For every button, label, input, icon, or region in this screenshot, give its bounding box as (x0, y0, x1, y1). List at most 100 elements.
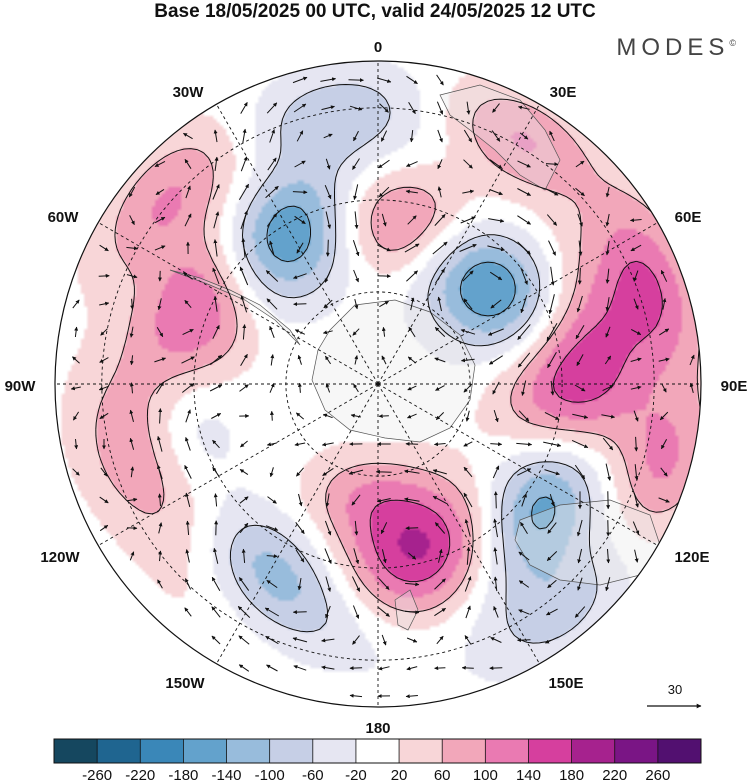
wind-vector (436, 101, 444, 115)
wind-vector (269, 410, 274, 421)
wind-vector (213, 493, 218, 507)
wind-vector (265, 270, 279, 282)
wind-vector (325, 493, 330, 507)
wind-reference-label: 30 (668, 682, 682, 697)
wind-vector (489, 159, 503, 169)
wind-vector (490, 442, 503, 447)
wind-vector (434, 357, 446, 363)
wind-vector (488, 355, 503, 365)
wind-vector (546, 323, 558, 342)
wind-vector (602, 384, 614, 392)
wind-vector (324, 269, 332, 283)
wind-vector (376, 77, 392, 83)
colorbar-swatch (571, 739, 616, 763)
wind-vector (183, 272, 193, 280)
colorbar-swatch (183, 739, 227, 763)
wind-vector (157, 493, 162, 507)
colorbar-swatch (399, 739, 443, 763)
wind-vector (238, 577, 250, 591)
wind-vector (518, 551, 530, 561)
wind-vector (602, 437, 614, 451)
wind-vector (297, 382, 302, 393)
wind-vector (211, 413, 222, 419)
wind-vector (321, 442, 334, 447)
wind-vector (99, 244, 109, 252)
wind-vector (320, 77, 336, 82)
wind-vector (517, 638, 531, 643)
wind-vector (576, 295, 583, 313)
wind-vector (269, 467, 274, 478)
wind-vector (517, 324, 531, 340)
wind-vector (517, 215, 531, 225)
wind-vector (184, 465, 192, 479)
wind-vector (353, 184, 359, 200)
meridian-label-0: 0 (374, 39, 382, 56)
wind-vector (292, 637, 308, 643)
wind-vector (99, 496, 109, 504)
wind-vector (238, 664, 250, 672)
wind-vector (352, 605, 360, 619)
wind-vector (298, 493, 303, 507)
wind-vector (184, 299, 192, 309)
wind-vector (321, 665, 335, 670)
wind-vector (574, 464, 586, 480)
wind-vector (212, 324, 220, 339)
wind-vector (381, 634, 387, 646)
wind-vector (463, 129, 473, 143)
wind-vector (461, 358, 475, 363)
wind-vector (242, 128, 247, 143)
wind-vector (294, 442, 306, 447)
wind-vector (516, 468, 532, 476)
colorbar-frame (53, 738, 702, 764)
wind-vector (378, 159, 390, 169)
colorbar-label: 220 (602, 767, 627, 783)
wind-vector (408, 102, 416, 115)
wind-vector (154, 245, 166, 251)
wind-vector (571, 439, 589, 449)
wind-vector (405, 582, 420, 587)
wind-vector (354, 298, 359, 310)
wind-vector (211, 606, 221, 618)
wind-vector (380, 130, 388, 142)
wind-vector (517, 188, 531, 196)
wind-vector (70, 386, 81, 391)
wind-vector (633, 410, 639, 422)
wind-vector (185, 549, 190, 563)
wind-vector (689, 354, 695, 366)
wind-vector (604, 355, 612, 365)
wind-vector (324, 548, 332, 564)
wind-vector (294, 215, 306, 225)
wind-vector (549, 493, 555, 507)
wind-vector (463, 466, 473, 478)
wind-vector (297, 578, 302, 591)
colorbar-label: 20 (391, 767, 408, 783)
wind-vector (157, 298, 162, 311)
wind-vector (213, 239, 218, 257)
wind-vector (295, 521, 305, 535)
wind-vector (269, 129, 275, 143)
wind-vector (129, 551, 135, 561)
wind-vector (348, 469, 364, 475)
wind-vector (434, 666, 446, 671)
wind-vector (325, 158, 331, 170)
wind-vector (548, 240, 556, 256)
wind-vector (99, 524, 109, 532)
wind-vector (577, 548, 583, 564)
wind-vector (661, 383, 667, 393)
wind-vector (409, 130, 414, 143)
wind-vector (490, 637, 502, 643)
meridian-label-120e: 120E (674, 549, 709, 566)
wind-vector (72, 299, 80, 309)
wind-vector (575, 187, 585, 197)
wind-vector (434, 578, 446, 590)
wind-vector (72, 356, 80, 364)
wind-vector (434, 522, 446, 534)
wind-vector (156, 327, 164, 338)
wind-vector (325, 576, 332, 592)
colorbar-label: -100 (255, 767, 285, 783)
wind-vector (406, 270, 418, 282)
wind-vector (209, 354, 223, 366)
wind-vector (266, 554, 278, 559)
colorbar-swatch (140, 739, 184, 763)
wind-vector (435, 268, 445, 284)
